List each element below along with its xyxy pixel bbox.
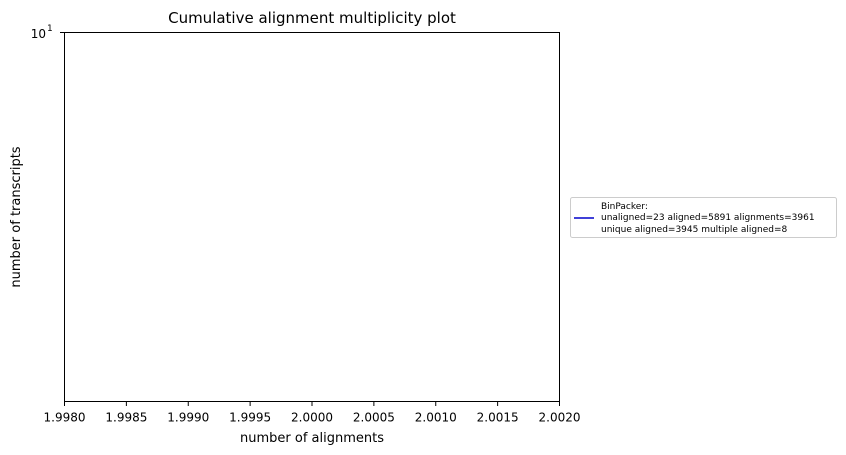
- x-tick-label: 2.0015: [477, 411, 519, 425]
- y-axis-label: number of transcripts: [9, 146, 24, 287]
- y-tick-label: 10: [31, 27, 46, 41]
- x-tick-label: 2.0005: [353, 411, 395, 425]
- x-tick-label: 2.0020: [539, 411, 581, 425]
- x-tick-label: 1.9980: [44, 411, 86, 425]
- y-tick-label-exponent: 1: [47, 24, 53, 34]
- chart-title: Cumulative alignment multiplicity plot: [168, 9, 456, 27]
- legend-entry-line-2: unaligned=23 aligned=5891 alignments=396…: [601, 213, 815, 223]
- x-tick-label: 1.9990: [167, 411, 209, 425]
- x-tick-label: 2.0010: [415, 411, 457, 425]
- plot-area: [64, 32, 560, 402]
- legend-entry-line-3: unique aligned=3945 multiple aligned=8: [601, 225, 788, 235]
- x-axis-ticks: 1.9980 1.9985 1.9990 1.9995 2.0000 2.0005 2.00…: [44, 401, 581, 425]
- legend-entry-line-1: BinPacker:: [601, 202, 648, 212]
- legend: BinPacker: unaligned=23 aligned=5891 ali…: [570, 197, 837, 238]
- x-axis-label: number of alignments: [240, 431, 384, 446]
- x-tick-label: 2.0000: [291, 411, 333, 425]
- x-tick-label: 1.9985: [105, 411, 147, 425]
- legend-box: [570, 197, 837, 238]
- x-tick-label: 1.9995: [229, 411, 271, 425]
